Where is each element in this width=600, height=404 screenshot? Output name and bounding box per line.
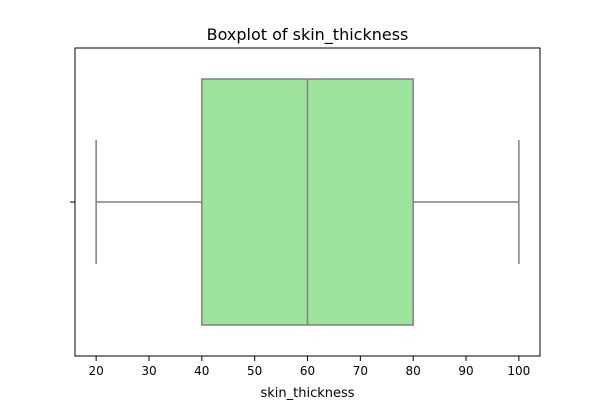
x-tick-label: 70 bbox=[353, 364, 368, 378]
x-tick-label: 40 bbox=[194, 364, 209, 378]
chart-title: Boxplot of skin_thickness bbox=[207, 25, 409, 45]
boxplot-marks bbox=[95, 78, 520, 326]
x-tick-label: 100 bbox=[507, 364, 530, 378]
x-tick-label: 50 bbox=[247, 364, 262, 378]
x-axis-ticks: 20 30 40 50 60 70 80 90 100 bbox=[88, 356, 530, 378]
x-tick-label: 20 bbox=[88, 364, 103, 378]
x-tick-label: 80 bbox=[406, 364, 421, 378]
x-tick-label: 60 bbox=[300, 364, 315, 378]
x-tick-label: 90 bbox=[458, 364, 473, 378]
x-axis-label: skin_thickness bbox=[260, 386, 354, 400]
x-tick-label: 30 bbox=[141, 364, 156, 378]
